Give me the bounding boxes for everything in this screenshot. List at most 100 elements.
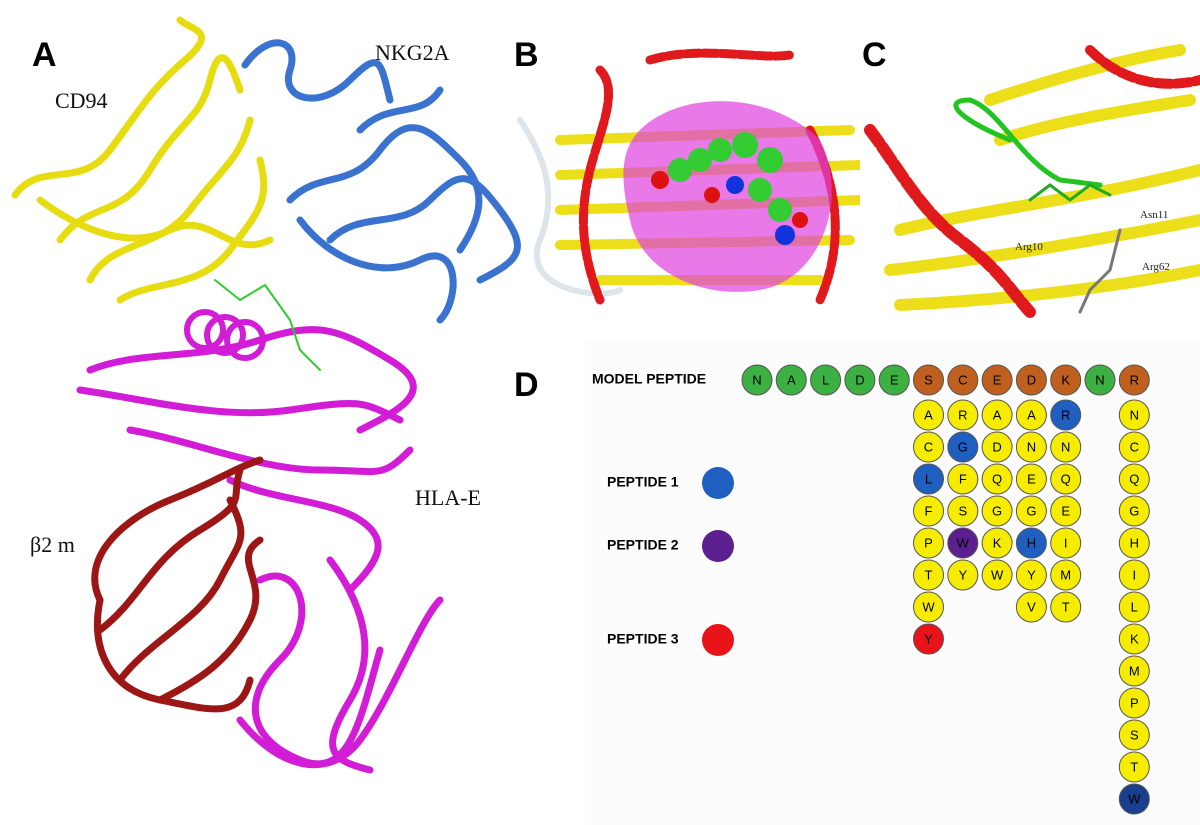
substitution-residue <box>1015 559 1047 591</box>
substitution-residue <box>1118 655 1150 687</box>
substitution-residue-letter: L <box>925 472 932 487</box>
residue-label: Arg10 <box>1015 241 1043 253</box>
substitution-residue <box>913 463 944 495</box>
substitution-residue-letter: C <box>1130 440 1139 455</box>
model-residue <box>913 364 944 396</box>
substitution-residue <box>1050 559 1082 591</box>
substitution-residue-letter: C <box>924 440 933 455</box>
substitution-residue <box>1050 431 1082 463</box>
panel-a-structures <box>11 16 521 774</box>
model-residue-letter: E <box>993 373 1002 388</box>
substitution-residue <box>913 559 944 591</box>
model-residue <box>775 364 807 396</box>
model-residue <box>1015 364 1047 396</box>
substitution-residue-letter: Q <box>1061 472 1071 487</box>
model-residue-letter: D <box>1027 373 1036 388</box>
model-residue-letter: S <box>924 373 933 388</box>
substitution-residue <box>913 623 944 655</box>
substitution-residue <box>947 399 979 431</box>
legend-swatch <box>702 624 734 656</box>
substitution-residue <box>1015 463 1047 495</box>
substitution-residue <box>1015 495 1047 527</box>
model-residue-letter: D <box>855 373 864 388</box>
substitution-residue <box>1118 751 1150 783</box>
substitution-residue-letter: I <box>1064 536 1068 551</box>
substitution-residue <box>1118 783 1150 815</box>
model-residue <box>1050 364 1082 396</box>
panel-d-background <box>585 340 1200 825</box>
legend-swatch <box>702 467 734 499</box>
substitution-residue-letter: H <box>1130 536 1139 551</box>
substitution-residue <box>1015 591 1047 623</box>
substitution-residue-letter: N <box>1027 440 1036 455</box>
substitution-residue-letter: K <box>993 536 1002 551</box>
model-residue-letter: E <box>890 373 899 388</box>
substitution-residue <box>913 495 944 527</box>
substitution-residue <box>1118 687 1150 719</box>
substitution-residue-letter: K <box>1130 632 1139 647</box>
substitution-residue <box>913 431 944 463</box>
model-residue <box>741 364 773 396</box>
substitution-residue <box>947 559 979 591</box>
substitution-residue-letter: Y <box>1027 568 1036 583</box>
substitution-residue <box>947 463 979 495</box>
panel-label: C <box>862 36 887 74</box>
substitution-residue <box>1015 527 1047 559</box>
substitution-residue <box>1050 527 1082 559</box>
substitution-residue-letter: S <box>1130 728 1139 743</box>
substitution-residue <box>913 591 944 623</box>
substitution-residue-letter: T <box>925 568 933 583</box>
substitution-residue-letter: P <box>924 536 933 551</box>
substitution-residue-letter: G <box>958 440 968 455</box>
substitution-residue <box>1050 399 1082 431</box>
substitution-residue-letter: W <box>922 600 935 615</box>
substitution-residue <box>1050 495 1082 527</box>
substitution-residue-letter: I <box>1132 568 1136 583</box>
substitution-residue-letter: F <box>925 504 933 519</box>
substitution-residue-letter: G <box>992 504 1002 519</box>
substitution-residue-letter: M <box>1060 568 1071 583</box>
model-residue-letter: N <box>752 373 761 388</box>
model-residue <box>981 364 1013 396</box>
model-residue <box>947 364 979 396</box>
substitution-residue-letter: S <box>958 504 967 519</box>
substitution-residue-letter: A <box>924 408 933 423</box>
residue-label: Asn11 <box>1140 209 1168 221</box>
substitution-residue-letter: N <box>1130 408 1139 423</box>
panel-label: B <box>514 36 539 74</box>
model-residue <box>844 364 876 396</box>
panel-label: A <box>32 36 57 74</box>
model-residue <box>1084 364 1116 396</box>
substitution-residue <box>981 495 1013 527</box>
substitution-residue <box>947 527 979 559</box>
substitution-residue-letter: P <box>1130 696 1139 711</box>
structure-label: β2 m <box>30 532 75 557</box>
substitution-residue <box>913 399 944 431</box>
panel-b-structure <box>517 48 865 305</box>
legend-label: PEPTIDE 1 <box>607 474 679 490</box>
model-residue-letter: A <box>787 373 796 388</box>
substitution-residue <box>1118 463 1150 495</box>
panel-label: D <box>514 366 539 404</box>
legend-label: PEPTIDE 3 <box>607 631 679 647</box>
substitution-residue <box>981 559 1013 591</box>
legend-swatch <box>702 530 734 562</box>
substitution-residue-letter: E <box>1061 504 1070 519</box>
legend-label: PEPTIDE 2 <box>607 537 679 553</box>
substitution-residue-letter: W <box>957 536 970 551</box>
substitution-residue <box>1118 559 1150 591</box>
structure-label: NKG2A <box>375 40 450 65</box>
substitution-residue <box>913 527 944 559</box>
substitution-residue-letter: Q <box>992 472 1002 487</box>
substitution-residue <box>1015 399 1047 431</box>
substitution-residue <box>1118 591 1150 623</box>
substitution-residue-letter: M <box>1129 664 1140 679</box>
substitution-residue <box>1118 431 1150 463</box>
substitution-residue-letter: R <box>958 408 967 423</box>
substitution-residue-letter: A <box>993 408 1002 423</box>
model-residue-letter: L <box>822 373 829 388</box>
substitution-residue <box>1118 527 1150 559</box>
substitution-residue <box>1118 495 1150 527</box>
substitution-residue-letter: Y <box>958 568 967 583</box>
